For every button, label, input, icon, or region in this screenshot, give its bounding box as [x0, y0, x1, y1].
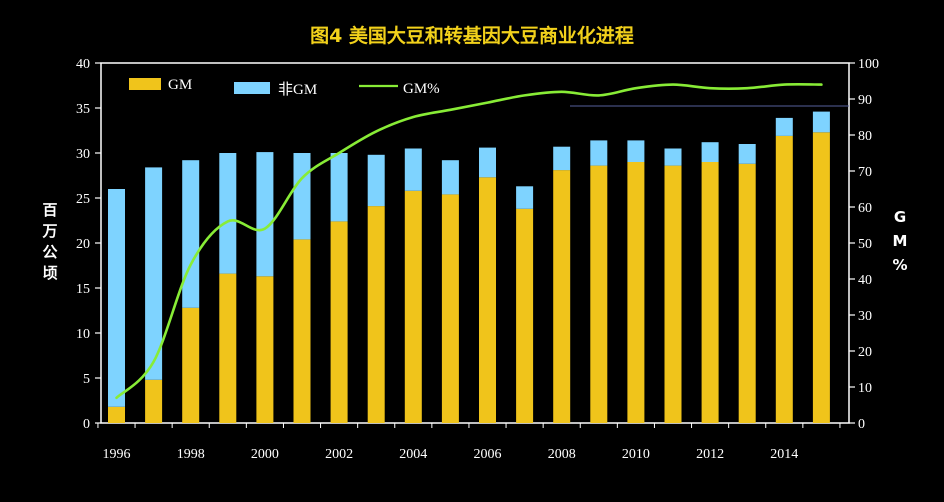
x-tick-label: 2014 [770, 447, 798, 462]
bar-gm [590, 165, 608, 423]
gm-percent-line [115, 83, 823, 400]
legend-label-gm-percent: GM% [403, 81, 440, 97]
bar-gm [479, 177, 496, 423]
legend-label-gm: GM [168, 77, 192, 93]
gm-percent-line-layer [115, 83, 823, 400]
right-axis-ticks: 0 10 20 30 40 50 60 70 80 90 100 [849, 57, 879, 432]
left-tick-label: 10 [76, 327, 90, 342]
x-tick-label: 2000 [251, 447, 279, 462]
bar-non-gm [404, 148, 422, 191]
left-tick-label: 30 [76, 147, 90, 162]
left-axis-label-char: 万 [41, 222, 57, 240]
legend-item-non-gm: 非GM [234, 81, 317, 98]
bar-gm [293, 239, 311, 423]
bar-non-gm [293, 153, 311, 240]
bar-gm [775, 135, 793, 423]
x-tick-label: 1996 [103, 447, 131, 462]
bar-gm [627, 162, 645, 423]
x-tick-label: 2004 [399, 447, 427, 462]
bar-non-gm [145, 167, 163, 380]
bar-non-gm [738, 144, 756, 164]
bar-non-gm [516, 186, 534, 209]
bar-gm [256, 276, 274, 423]
right-axis-label-char: M [893, 232, 908, 250]
right-axis-label-char: G [894, 208, 906, 226]
bar-gm [367, 206, 385, 423]
right-tick-label: 100 [858, 57, 879, 72]
chart-legend: GM 非GM GM% [129, 77, 440, 98]
bar-gm [664, 165, 682, 423]
bar-gm [182, 307, 200, 423]
bar-non-gm [775, 117, 793, 136]
bar-non-gm [182, 160, 200, 308]
right-tick-label: 90 [858, 93, 872, 108]
bar-gm [701, 162, 719, 423]
x-axis-ticks: 1996 1998 2000 2002 2004 2006 2008 2010 2012 2014 [97, 423, 841, 462]
bars-layer [108, 111, 830, 424]
x-tick-label: 2012 [696, 447, 724, 462]
right-tick-label: 80 [858, 129, 872, 144]
plot-frame [100, 62, 850, 424]
right-tick-label: 20 [858, 345, 872, 360]
bar-non-gm [108, 189, 125, 407]
bar-gm [812, 132, 830, 424]
bar-gm [219, 273, 237, 423]
left-tick-label: 25 [76, 192, 90, 207]
bar-non-gm [701, 142, 719, 162]
bar-non-gm [553, 146, 571, 171]
legend-swatch-gm [129, 78, 161, 90]
bar-gm [330, 221, 348, 423]
legend-item-gm-percent: GM% [359, 81, 440, 97]
legend-item-gm: GM [129, 77, 192, 93]
left-axis-ticks: 0 5 10 15 20 25 30 35 40 [76, 57, 101, 432]
bar-non-gm [367, 154, 385, 207]
left-tick-label: 35 [76, 102, 90, 117]
right-tick-label: 10 [858, 381, 872, 396]
bar-non-gm [219, 153, 237, 274]
right-tick-label: 60 [858, 201, 872, 216]
bar-non-gm [664, 148, 682, 166]
bar-non-gm [256, 152, 274, 277]
legend-label-non-gm: 非GM [278, 81, 317, 98]
bar-non-gm [330, 153, 348, 222]
left-axis-label-char: 顷 [42, 264, 57, 282]
right-tick-label: 50 [858, 237, 872, 252]
left-axis-label-char: 百 [42, 201, 57, 219]
bar-non-gm [479, 147, 496, 178]
right-tick-label: 70 [858, 165, 872, 180]
left-axis-label-char: 公 [42, 243, 57, 261]
x-tick-label: 2010 [622, 447, 650, 462]
bar-non-gm [441, 160, 459, 195]
bar-gm [441, 194, 459, 423]
x-tick-label: 2008 [548, 447, 576, 462]
x-tick-label: 2002 [325, 447, 353, 462]
bar-non-gm [590, 140, 608, 166]
bar-gm [404, 190, 422, 423]
legend-swatch-non-gm [234, 82, 270, 94]
bar-gm [738, 163, 756, 424]
bar-gm [145, 379, 163, 423]
bar-non-gm [812, 111, 830, 133]
left-tick-label: 5 [83, 372, 90, 387]
left-tick-label: 40 [76, 57, 90, 72]
chart-title: 图4 美国大豆和转基因大豆商业化进程 [310, 24, 634, 47]
right-tick-label: 40 [858, 273, 872, 288]
x-tick-label: 2006 [474, 447, 502, 462]
bar-gm [516, 208, 534, 423]
right-tick-label: 30 [858, 309, 872, 324]
plot-area [100, 62, 850, 424]
left-tick-label: 15 [76, 282, 90, 297]
left-tick-label: 20 [76, 237, 90, 252]
right-axis-label-char: % [892, 256, 907, 274]
x-tick-label: 1998 [177, 447, 205, 462]
bar-gm [553, 170, 571, 423]
right-tick-label: 0 [858, 417, 865, 432]
bar-gm [108, 406, 125, 423]
bar-non-gm [627, 140, 645, 162]
left-tick-label: 0 [83, 417, 90, 432]
